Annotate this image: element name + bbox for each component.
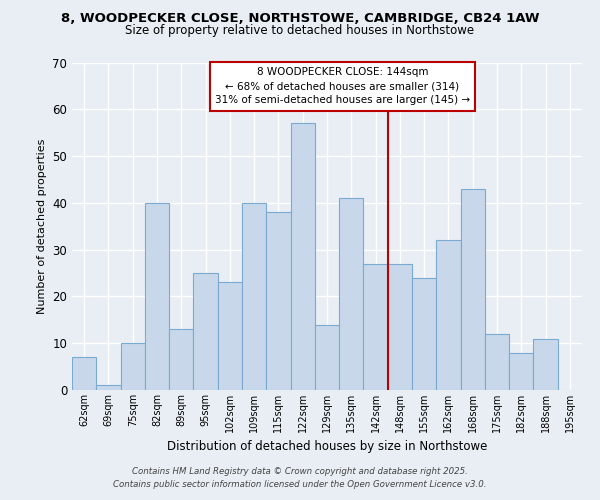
Bar: [364, 264, 388, 390]
Bar: [96, 386, 121, 390]
Bar: [121, 343, 145, 390]
Text: Contains HM Land Registry data © Crown copyright and database right 2025.
Contai: Contains HM Land Registry data © Crown c…: [113, 468, 487, 489]
Bar: [72, 357, 96, 390]
Bar: [412, 278, 436, 390]
Text: 8, WOODPECKER CLOSE, NORTHSTOWE, CAMBRIDGE, CB24 1AW: 8, WOODPECKER CLOSE, NORTHSTOWE, CAMBRID…: [61, 12, 539, 26]
Bar: [485, 334, 509, 390]
X-axis label: Distribution of detached houses by size in Northstowe: Distribution of detached houses by size …: [167, 440, 487, 454]
Bar: [461, 189, 485, 390]
Bar: [339, 198, 364, 390]
Bar: [218, 282, 242, 390]
Bar: [193, 273, 218, 390]
Bar: [145, 203, 169, 390]
Bar: [533, 338, 558, 390]
Bar: [290, 124, 315, 390]
Text: 8 WOODPECKER CLOSE: 144sqm
← 68% of detached houses are smaller (314)
31% of sem: 8 WOODPECKER CLOSE: 144sqm ← 68% of deta…: [215, 68, 470, 106]
Bar: [509, 352, 533, 390]
Y-axis label: Number of detached properties: Number of detached properties: [37, 138, 47, 314]
Bar: [388, 264, 412, 390]
Text: Size of property relative to detached houses in Northstowe: Size of property relative to detached ho…: [125, 24, 475, 37]
Bar: [169, 329, 193, 390]
Bar: [436, 240, 461, 390]
Bar: [315, 324, 339, 390]
Bar: [266, 212, 290, 390]
Bar: [242, 203, 266, 390]
